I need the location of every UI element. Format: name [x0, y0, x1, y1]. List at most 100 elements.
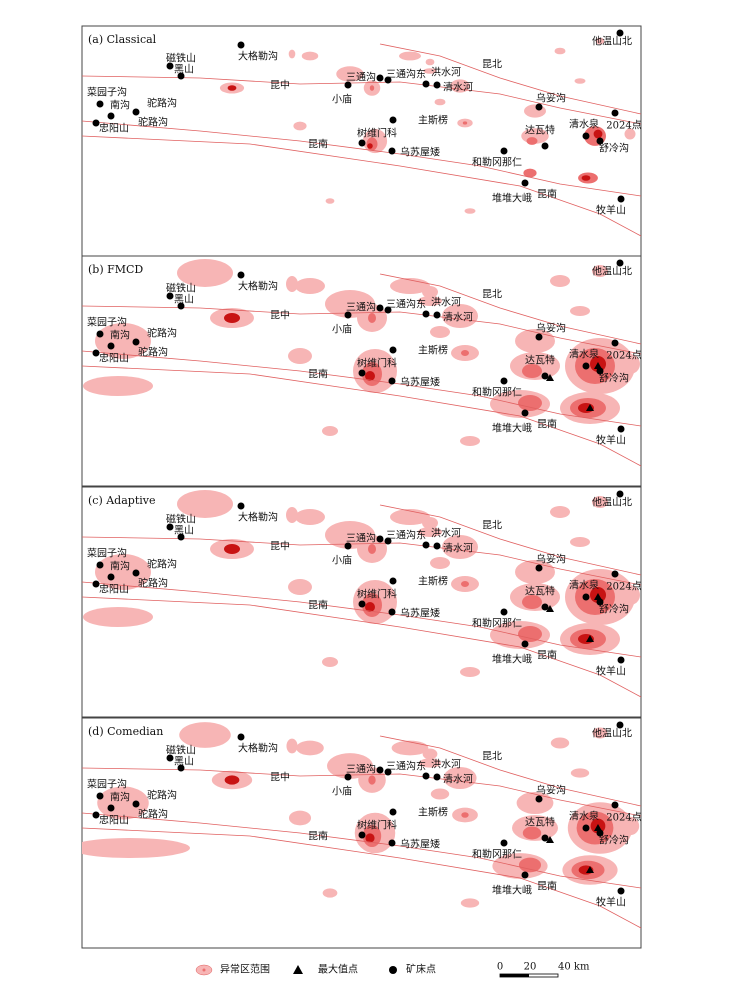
deposit-point — [617, 195, 625, 203]
deposit-point — [388, 147, 396, 155]
anomaly-area — [592, 265, 608, 277]
anomaly-area — [442, 304, 478, 328]
anomaly-area — [95, 554, 151, 590]
anomaly-area — [179, 722, 231, 748]
deposit-point — [541, 372, 549, 380]
anomaly-area — [295, 509, 325, 525]
legend-swatch — [202, 968, 206, 972]
deposit-point — [376, 74, 384, 82]
deposit-point — [500, 377, 508, 385]
fault-line — [379, 43, 641, 115]
place-label: 昆中 — [270, 540, 290, 553]
deposit-point — [344, 542, 352, 550]
place-label: 他温山北 — [592, 496, 632, 509]
place-label: 昆南 — [308, 599, 328, 612]
deposit-point — [376, 766, 384, 774]
anomaly-area — [515, 560, 555, 584]
anomaly-area — [286, 276, 298, 292]
place-label: 乌妥沟 — [536, 553, 566, 566]
deposit-point — [384, 537, 392, 545]
deposit-point — [611, 801, 619, 809]
deposit-point — [107, 573, 115, 581]
place-label: 黑山 — [174, 756, 194, 768]
anomaly-area — [399, 51, 421, 61]
deposit-point — [92, 349, 100, 357]
anomaly-area — [391, 740, 429, 756]
place-label: 堆堆大峨 — [492, 422, 532, 435]
fault-line — [82, 350, 641, 427]
anomaly-area — [516, 791, 554, 815]
place-label: 驼路沟 — [147, 327, 177, 340]
deposit-point — [344, 773, 352, 781]
max-point — [546, 605, 554, 612]
place-label: 主斯楞 — [418, 344, 448, 357]
deposit-point — [582, 362, 590, 370]
place-label: 菜园子沟 — [87, 547, 127, 560]
place-label: 昆北 — [482, 289, 502, 301]
deposit-point — [389, 116, 397, 124]
fault-line — [82, 827, 641, 929]
deposit-point — [616, 721, 624, 729]
deposit-point — [500, 839, 508, 847]
anomaly-area — [286, 507, 298, 523]
scale-label: 0 — [497, 962, 503, 973]
deposit-point — [96, 792, 104, 800]
place-label: 树维门科 — [357, 357, 397, 370]
deposit-point — [92, 119, 100, 127]
place-label: 小庙 — [332, 554, 352, 567]
place-label: 舒冷沟 — [599, 834, 629, 847]
deposit-point — [535, 564, 543, 572]
deposit-point — [582, 824, 590, 832]
deposit-point — [389, 808, 397, 816]
place-label: 达瓦特 — [525, 355, 555, 367]
place-label: 树维门科 — [357, 588, 397, 601]
legend-swatch — [389, 966, 397, 974]
place-label: 舒冷沟 — [599, 603, 629, 616]
scale-bar — [500, 974, 529, 977]
anomaly-area — [550, 737, 570, 749]
deposit-point — [535, 795, 543, 803]
scale-label: 40 km — [558, 962, 590, 973]
place-label: 昆南 — [537, 418, 557, 431]
deposit-point — [433, 81, 441, 89]
legend-swatch — [293, 965, 303, 974]
place-label: 清水河 — [443, 311, 473, 324]
anomaly-area — [418, 758, 442, 768]
deposit-point — [433, 542, 441, 550]
anomaly-area — [418, 296, 442, 306]
fault-line — [82, 596, 641, 698]
place-label: 乌苏屋矮 — [400, 146, 440, 159]
max-point — [594, 362, 602, 369]
deposit-point — [611, 109, 619, 117]
place-label: 昆南 — [537, 880, 557, 893]
place-label: 忠阳山 — [99, 584, 129, 596]
place-label: 三通沟东 — [386, 298, 426, 311]
anomaly-area — [522, 364, 542, 378]
anomaly-area — [227, 85, 237, 91]
place-label: 三通沟 — [346, 71, 376, 84]
anomaly-area — [422, 748, 438, 760]
anomaly-area — [515, 329, 555, 353]
place-label: 树维门科 — [357, 819, 397, 832]
deposit-point — [384, 306, 392, 314]
anomaly-area — [592, 496, 608, 508]
place-label: 忠阳山 — [99, 815, 129, 827]
anomaly-area — [462, 121, 468, 125]
place-label: 洪水河 — [431, 297, 461, 309]
place-label: 菜园子沟 — [87, 316, 127, 329]
place-label: 牧羊山 — [596, 434, 626, 447]
deposit-point — [376, 535, 384, 543]
place-label: 清水河 — [443, 81, 473, 94]
anomaly-area — [461, 812, 469, 818]
place-label: 清水泉 — [569, 348, 599, 361]
deposit-point — [582, 132, 590, 140]
max-point — [546, 374, 554, 381]
place-label: 昆北 — [482, 59, 502, 71]
place-label: 主斯楞 — [418, 114, 448, 127]
place-label: 磁铁山 — [166, 282, 196, 295]
place-label: 磁铁山 — [166, 744, 196, 757]
anomaly-area — [570, 537, 590, 547]
place-label: 昆南 — [537, 649, 557, 662]
